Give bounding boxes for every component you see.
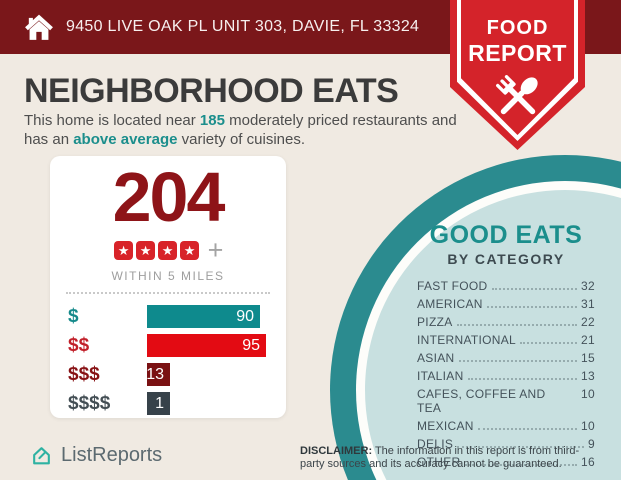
intro-paragraph: This home is located near 185 moderately… [24, 111, 464, 149]
category-label: CAFES, COFFEE AND TEA [417, 387, 546, 415]
category-label: PIZZA [417, 315, 453, 329]
page-title: NEIGHBORHOOD EATS [24, 72, 399, 110]
star-icon: ★ [114, 241, 134, 260]
dotted-leader [464, 464, 578, 466]
price-bar-value: 90 [236, 307, 254, 325]
price-tier-label: $$ [68, 334, 90, 356]
category-row: CAFES, COFFEE AND TEA 10 [417, 387, 595, 415]
disclaimer-text: The information in this report is from t… [300, 445, 580, 470]
category-label: DELIS [417, 437, 454, 451]
plus-sign: + [207, 235, 224, 265]
category-row: ITALIAN 13 [417, 369, 595, 383]
disclaimer-label: DISCLAIMER: [300, 445, 373, 457]
price-bar: 95 [147, 334, 266, 357]
category-row: OTHER 16 [417, 455, 595, 469]
ribbon-title-food: FOOD [486, 17, 549, 39]
price-tier-bar-chart: $ 90 $$ 95 $$$ 13 $$$$ 1 [50, 294, 286, 415]
star-rating: ★ ★ ★ ★ + [50, 237, 286, 264]
category-value: 9 [588, 437, 595, 451]
price-bar-value: 13 [146, 365, 164, 383]
category-label: INTERNATIONAL [417, 333, 517, 347]
price-bar-row: $$ 95 [68, 334, 268, 357]
category-value: 32 [581, 279, 595, 293]
star-icon: ★ [180, 241, 200, 260]
disclaimer: DISCLAIMER: The information in this repo… [300, 445, 580, 471]
dotted-leader [477, 428, 578, 430]
category-value: 16 [581, 455, 595, 469]
total-restaurants-count: 204 [112, 158, 226, 236]
dotted-leader [491, 288, 578, 290]
category-value: 10 [581, 387, 595, 401]
category-label: OTHER [417, 455, 461, 469]
price-bar: 13 [146, 363, 170, 386]
price-bar-row: $$$$ 1 [68, 392, 268, 415]
category-row: PIZZA 22 [417, 315, 595, 329]
variety-highlight: above average [73, 131, 178, 148]
category-label: MEXICAN [417, 419, 474, 433]
price-bar-row: $$$ 13 [68, 363, 268, 386]
intro-text-2: moderately priced restaurants and [224, 112, 457, 129]
price-tier-label: $$$ [68, 363, 100, 385]
dotted-leader [486, 306, 578, 308]
good-eats-panel: GOOD EATS BY CATEGORY FAST FOOD 32 AMERIC… [417, 221, 595, 473]
category-value: 31 [581, 297, 595, 311]
restaurant-summary-card: 204 ★ ★ ★ ★ + WITHIN 5 MILES $ 90 $$ 95 … [50, 156, 286, 418]
price-tier-label: $$$$ [68, 392, 111, 414]
good-eats-title: GOOD EATS [429, 221, 583, 249]
dotted-divider [66, 292, 270, 294]
dotted-leader [457, 446, 585, 448]
good-eats-circle-ring [330, 155, 621, 480]
star-icon: ★ [136, 241, 156, 260]
category-label: ITALIAN [417, 369, 464, 383]
price-bar: 90 [147, 305, 260, 328]
ribbon-content: FOOD REPORT [450, 0, 585, 128]
dotted-leader [458, 360, 578, 362]
category-value: 22 [581, 315, 595, 329]
intro-text-1: This home is located near [24, 112, 200, 129]
radius-label: WITHIN 5 MILES [111, 269, 225, 283]
category-value: 13 [581, 369, 595, 383]
price-bar-value: 95 [242, 336, 260, 354]
category-label: AMERICAN [417, 297, 483, 311]
category-list: FAST FOOD 32 AMERICAN 31 PIZZA 22 INTERNATI… [417, 279, 595, 469]
good-eats-subtitle: BY CATEGORY [447, 251, 565, 267]
intro-text-4: variety of cuisines. [177, 131, 306, 148]
ribbon-title-report: REPORT [468, 40, 567, 66]
category-row: MEXICAN 10 [417, 419, 595, 433]
category-row: INTERNATIONAL 21 [417, 333, 595, 347]
property-address: 9450 LIVE OAK PL UNIT 303, DAVIE, FL 333… [66, 18, 420, 35]
category-row: ASIAN 15 [417, 351, 595, 365]
listreports-house-icon [33, 447, 50, 465]
crossed-spoon-fork-icon [495, 75, 538, 115]
dotted-leader [520, 342, 578, 344]
restaurant-count: 185 [199, 112, 225, 129]
category-label: FAST FOOD [417, 279, 488, 293]
dotted-leader [467, 378, 578, 380]
listreports-logo: ListReports [30, 444, 162, 467]
category-row: DELIS 9 [417, 437, 595, 451]
price-bar-row: $ 90 [68, 305, 268, 328]
price-tier-label: $ [68, 305, 79, 327]
food-report-ribbon: FOOD REPORT [450, 0, 585, 150]
price-bar-value: 1 [155, 394, 164, 412]
price-bar: 1 [147, 392, 170, 415]
category-label: ASIAN [417, 351, 455, 365]
dotted-leader [456, 324, 578, 326]
category-value: 15 [581, 351, 595, 365]
home-icon [25, 14, 53, 40]
star-icon: ★ [158, 241, 178, 260]
category-value: 10 [581, 419, 595, 433]
brand-name: ListReports [61, 444, 163, 466]
intro-text-3: has an [24, 131, 74, 148]
category-value: 21 [581, 333, 595, 347]
category-row: AMERICAN 31 [417, 297, 595, 311]
category-row: FAST FOOD 32 [417, 279, 595, 293]
